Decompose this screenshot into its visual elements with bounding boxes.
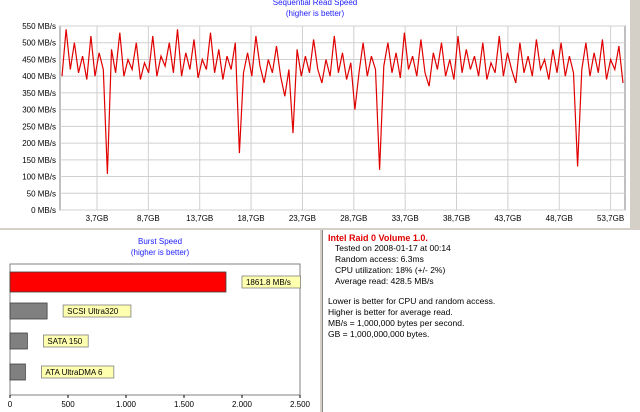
sequential-read-title: Sequential Read Speed [272,0,358,7]
y-tick-label: 400 MB/s [22,72,56,81]
burst-bar [9,332,28,350]
average-read: Average read: 428.5 MB/s [335,276,434,286]
sequential-read-chart: 0 MB/s 50 MB/s 100 MB/s 150 MB/s 200 MB/s 250… [22,22,626,223]
x-tick-label: 38,7GB [443,214,470,223]
y-tick-label: 450 MB/s [22,55,56,64]
burst-value-box [41,365,115,379]
y-tick-label: 100 MB/s [22,173,56,182]
burst-x-tick-label: 2.500 [290,400,311,409]
y-tick-label: 250 MB/s [22,122,56,131]
burst-speed-chart: 0 500 1.000 1.500 2.000 2.500 1861.8 MB/s SCSI … [8,263,311,409]
x-tick-label: 43,7GB [494,214,521,223]
y-tick-label: 500 MB/s [22,39,56,48]
tested-date: Tested on 2008-01-17 at 00:14 [335,243,451,253]
burst-value-label: SATA 150 [47,337,82,346]
burst-x-tick-label: 1.000 [116,400,137,409]
x-tick-label: 23,7GB [289,214,316,223]
y-tick-label: 150 MB/s [22,156,56,165]
burst-value-box [241,275,301,289]
y-tick-label: 200 MB/s [22,139,56,148]
burst-x-tick-label: 2.000 [232,400,253,409]
burst-bar [9,363,26,381]
random-access: Random access: 6.3ms [335,254,424,264]
y-tick-label: 350 MB/s [22,89,56,98]
burst-x-tick-label: 1.500 [174,400,195,409]
read-speed-series-line [61,29,624,174]
x-tick-label: 18,7GB [238,214,265,223]
burst-value-box [62,304,132,318]
burst-bar [9,302,48,320]
burst-value-label: ATA UltraDMA 6 [45,368,103,377]
x-tick-label: 3,7GB [86,214,109,223]
x-tick-label: 53,7GB [597,214,624,223]
burst-speed-subtitle: (higher is better) [130,248,190,257]
burst-bar [9,271,227,293]
x-tick-label: 48,7GB [546,214,573,223]
sequential-read-subtitle: (higher is better) [285,9,345,18]
drive-name: Intel Raid 0 Volume 1.0. [328,233,428,243]
burst-speed-panel: Burst Speed (higher is better) 0 500 1.000… [0,230,320,412]
x-tick-label: 13,7GB [186,214,213,223]
burst-x-tick-label: 500 [61,400,75,409]
y-tick-label: 550 MB/s [22,22,56,31]
note-line: Higher is better for average read. [328,307,453,317]
y-tick-label: 0 MB/s [31,206,56,215]
info-panel: Intel Raid 0 Volume 1.0. Tested on 2008-… [322,230,640,412]
burst-value-box [43,334,89,348]
note-line: GB = 1,000,000,000 bytes. [328,329,430,339]
burst-value-label: 1861.8 MB/s [246,278,291,287]
y-tick-label: 300 MB/s [22,106,56,115]
note-line: Lower is better for CPU and random acces… [328,296,496,306]
note-line: MB/s = 1,000,000 bytes per second. [328,318,465,328]
x-tick-label: 33,7GB [392,214,419,223]
cpu-utilization: CPU utilization: 18% (+/- 2%) [335,265,446,275]
sequential-read-panel: Sequential Read Speed (higher is better)… [0,0,630,228]
burst-x-tick-label: 0 [8,400,13,409]
x-tick-label: 8,7GB [137,214,160,223]
x-tick-label: 28,7GB [340,214,367,223]
burst-speed-title: Burst Speed [137,237,183,246]
burst-value-label: SCSI Ultra320 [67,307,119,316]
y-tick-label: 50 MB/s [27,189,56,198]
